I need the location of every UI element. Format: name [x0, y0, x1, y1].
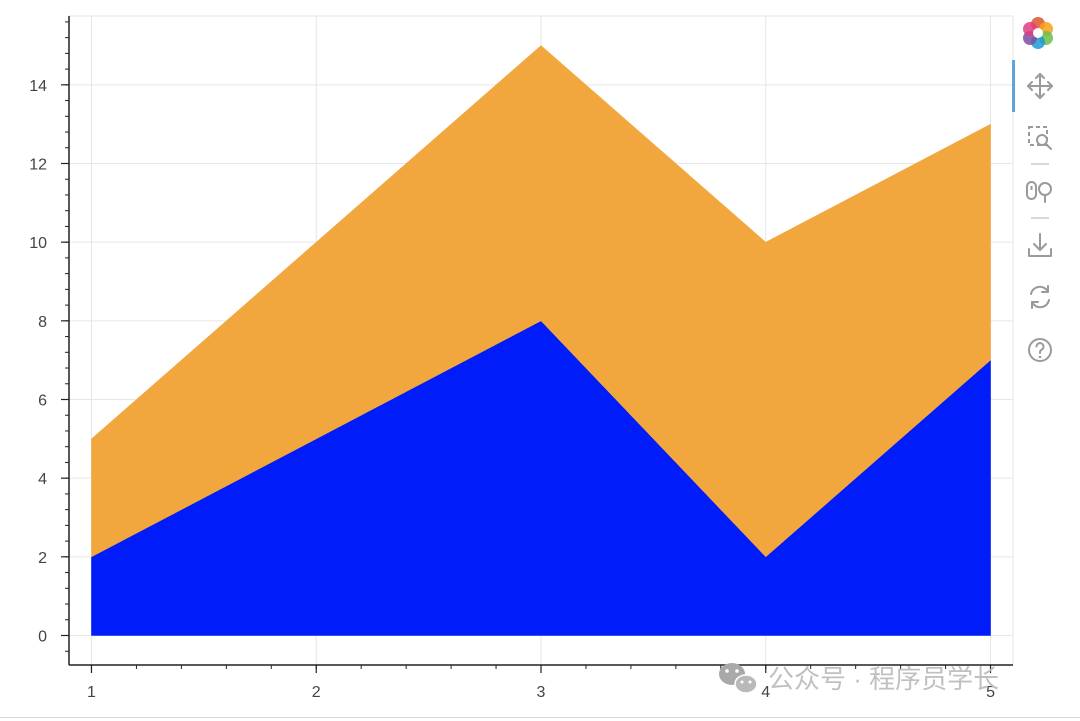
y-tick-label: 6 [38, 393, 47, 410]
y-tick-label: 12 [29, 157, 47, 174]
x-tick-label: 3 [537, 684, 546, 701]
x-tick-label: 4 [761, 684, 770, 701]
wheel-zoom-tool-icon[interactable] [1026, 181, 1052, 203]
toolbar [1012, 17, 1053, 362]
watermark-text: 公众号 · 程序员学长 [768, 664, 999, 694]
y-tick-label: 2 [38, 550, 47, 567]
x-tick-label: 2 [312, 684, 321, 701]
bokeh-logo-icon[interactable] [1023, 17, 1053, 49]
watermark: 公众号 · 程序员学长 [719, 663, 999, 694]
y-tick-label: 8 [38, 314, 47, 331]
pan-tool-icon[interactable] [1027, 73, 1053, 99]
save-tool-icon[interactable] [1028, 233, 1052, 257]
x-tick-label: 1 [87, 684, 96, 701]
area-series-2 [91, 45, 991, 558]
box-zoom-tool-icon[interactable] [1028, 126, 1052, 150]
help-tool-icon[interactable] [1028, 338, 1052, 362]
y-tick-label: 14 [29, 78, 47, 95]
toolbar-active-indicator [1012, 60, 1015, 112]
wechat-icon [719, 663, 758, 694]
y-tick-label: 0 [38, 629, 47, 646]
y-tick-label: 10 [29, 235, 47, 252]
area-series [91, 45, 991, 636]
reset-tool-icon[interactable] [1030, 285, 1050, 309]
x-tick-label: 5 [986, 684, 995, 701]
page-bottom-border [0, 717, 1080, 718]
y-tick-label: 4 [38, 471, 47, 488]
